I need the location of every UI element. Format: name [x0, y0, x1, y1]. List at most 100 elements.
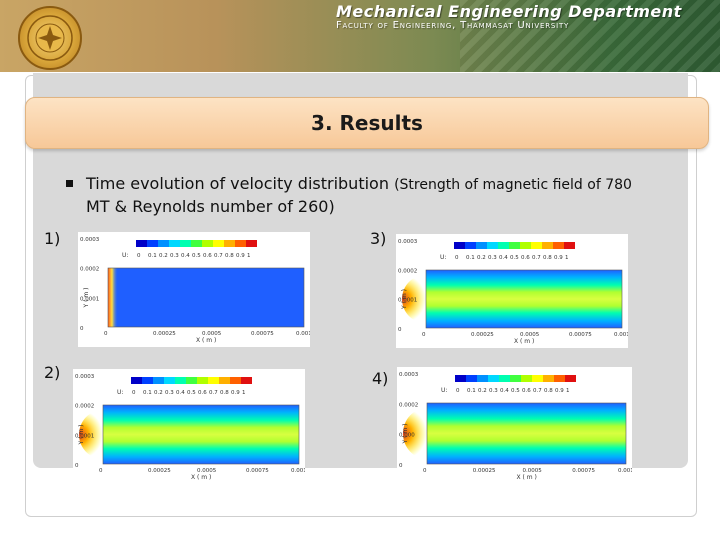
legend-swatch — [197, 377, 208, 384]
legend-value: 0.1 — [466, 255, 475, 261]
legend-swatch — [532, 375, 543, 382]
legend-swatch — [542, 242, 553, 249]
contour-svg: U: 0 0.1 0.2 0.3 0.4 0.5 0.6 0.7 0.8 0.9 1 0.0003 0.0… — [80, 237, 310, 344]
legend-swatch — [454, 242, 465, 249]
x-tick-label: 0 — [99, 468, 103, 474]
department-name: Mechanical Engineering Department — [336, 2, 682, 21]
y-tick-label: 0.0002 — [75, 404, 94, 410]
legend-swatch — [180, 240, 191, 247]
bullet-main: Time evolution of velocity distribution — [86, 174, 389, 193]
contour-svg: U: 0 0.1 0.2 0.3 0.4 0.5 0.6 0.7 0.8 0.9 1 0.0003 0.0… — [75, 374, 305, 481]
legend-value: 1 — [565, 255, 569, 261]
legend-value: 0.4 — [181, 253, 190, 259]
legend-swatch — [487, 242, 498, 249]
x-tick-label: 0.00025 — [148, 468, 171, 474]
legend-swatch — [175, 377, 186, 384]
legend-swatch — [136, 240, 147, 247]
legend-prefix: U: — [122, 252, 128, 259]
legend-swatch — [521, 375, 532, 382]
y-axis-label: Y ( m ) — [83, 288, 90, 309]
x-tick-label: 0.00075 — [572, 468, 595, 474]
legend-prefix: U: — [441, 387, 447, 394]
legend-value: 0.2 — [478, 388, 487, 394]
contour-plot-2: U: 0 0.1 0.2 0.3 0.4 0.5 0.6 0.7 0.8 0.9 1 0.0003 0.0… — [73, 369, 305, 484]
legend-value: 0.4 — [499, 255, 508, 261]
legend-swatch — [241, 377, 252, 384]
legend-prefix: U: — [117, 389, 123, 396]
contour-plot-4: U: 0 0.1 0.2 0.3 0.4 0.5 0.6 0.7 0.8 0.9 1 0.0003 0.0… — [397, 367, 632, 484]
legend-value: 0.3 — [489, 388, 498, 394]
legend-swatch — [477, 375, 488, 382]
contour-svg: U: 0 0.1 0.2 0.3 0.4 0.5 0.6 0.7 0.8 0.9 1 0.0003 0.0… — [399, 372, 632, 481]
legend-swatch — [499, 375, 510, 382]
plot-label-4: 4) — [372, 369, 389, 388]
y-tick-label: 0.0001 — [80, 296, 99, 302]
y-tick-label: 0 — [80, 326, 84, 332]
legend-value: 0.7 — [533, 388, 542, 394]
y-axis-label: Y ( m ) — [401, 289, 408, 310]
legend-value: 0.6 — [203, 253, 212, 259]
legend-prefix: U: — [440, 254, 446, 261]
x-tick-label: 0 — [423, 468, 427, 474]
x-tick-label: 0.00025 — [153, 331, 176, 337]
y-tick-label: 0.0003 — [399, 372, 419, 378]
legend-value: 0.9 — [231, 390, 240, 396]
legend-value: 0.2 — [154, 390, 163, 396]
legend-value: 0.7 — [532, 255, 541, 261]
x-tick-label: 0.00075 — [569, 332, 592, 338]
x-tick-label: 0.00025 — [473, 468, 496, 474]
legend-swatch — [476, 242, 487, 249]
y-tick-label: 0.0002 — [80, 267, 99, 273]
legend-value: 0 — [137, 253, 141, 259]
header-banner: Mechanical Engineering Department Facult… — [0, 0, 720, 72]
plot-label-2: 2) — [44, 363, 61, 382]
x-axis-label: X ( m ) — [191, 474, 211, 481]
legend-swatch — [224, 240, 235, 247]
slide-title: 3. Results — [311, 111, 423, 135]
x-axis-label: X ( m ) — [517, 474, 537, 481]
x-tick-label: 0.00075 — [246, 468, 269, 474]
y-axis-label: Y ( m ) — [78, 425, 85, 446]
legend-swatch — [246, 240, 257, 247]
bullet-paren: (Strength of magnetic field of 780 — [394, 177, 632, 193]
contour-svg: U: 0 0.1 0.2 0.3 0.4 0.5 0.6 0.7 0.8 0.9 1 0.0003 0.0… — [398, 239, 628, 345]
legend-swatch — [466, 375, 477, 382]
legend-swatch — [510, 375, 521, 382]
legend-swatch — [131, 377, 142, 384]
legend-value: 0.1 — [148, 253, 157, 259]
legend-value: 0.6 — [522, 388, 531, 394]
y-tick-label: 0.0001 — [75, 433, 94, 439]
header-pattern — [460, 0, 720, 72]
legend-swatch — [553, 242, 564, 249]
contour-plot-3: U: 0 0.1 0.2 0.3 0.4 0.5 0.6 0.7 0.8 0.9 1 0.0003 0.0… — [396, 234, 628, 348]
legend-value: 0.8 — [225, 253, 234, 259]
legend-value: 0.8 — [543, 255, 552, 261]
x-axis-label: X ( m ) — [514, 338, 534, 345]
x-tick-label: 0.001 — [296, 331, 310, 337]
bullet-line2: MT & Reynolds number of 260) — [86, 197, 335, 216]
legend-value: 1 — [242, 390, 246, 396]
legend-value: 0 — [456, 388, 460, 394]
legend-swatch — [164, 377, 175, 384]
legend-value: 0.3 — [170, 253, 179, 259]
contour-plot-1: U: 0 0.1 0.2 0.3 0.4 0.5 0.6 0.7 0.8 0.9 1 0.0003 0.0… — [78, 232, 310, 347]
legend-swatch — [564, 242, 575, 249]
university-seal-logo — [18, 6, 82, 70]
legend-swatch — [186, 377, 197, 384]
legend-swatch — [213, 240, 224, 247]
legend-swatch — [554, 375, 565, 382]
legend-swatch — [455, 375, 466, 382]
legend-value: 0.3 — [165, 390, 174, 396]
y-tick-label: 0.0003 — [398, 239, 418, 245]
legend-swatch — [498, 242, 509, 249]
legend-value: 0.5 — [187, 390, 196, 396]
legend-swatch — [147, 240, 158, 247]
legend-swatch — [543, 375, 554, 382]
legend-value: 0.7 — [209, 390, 218, 396]
y-tick-label: 0.000 — [399, 433, 415, 439]
x-tick-label: 0.0005 — [523, 468, 543, 474]
legend-value: 0.5 — [510, 255, 519, 261]
faculty-name: Faculty of Engineering, Thammasat Univer… — [336, 20, 570, 31]
bullet-text: Time evolution of velocity distribution … — [86, 173, 686, 218]
legend-value: 0.4 — [176, 390, 185, 396]
